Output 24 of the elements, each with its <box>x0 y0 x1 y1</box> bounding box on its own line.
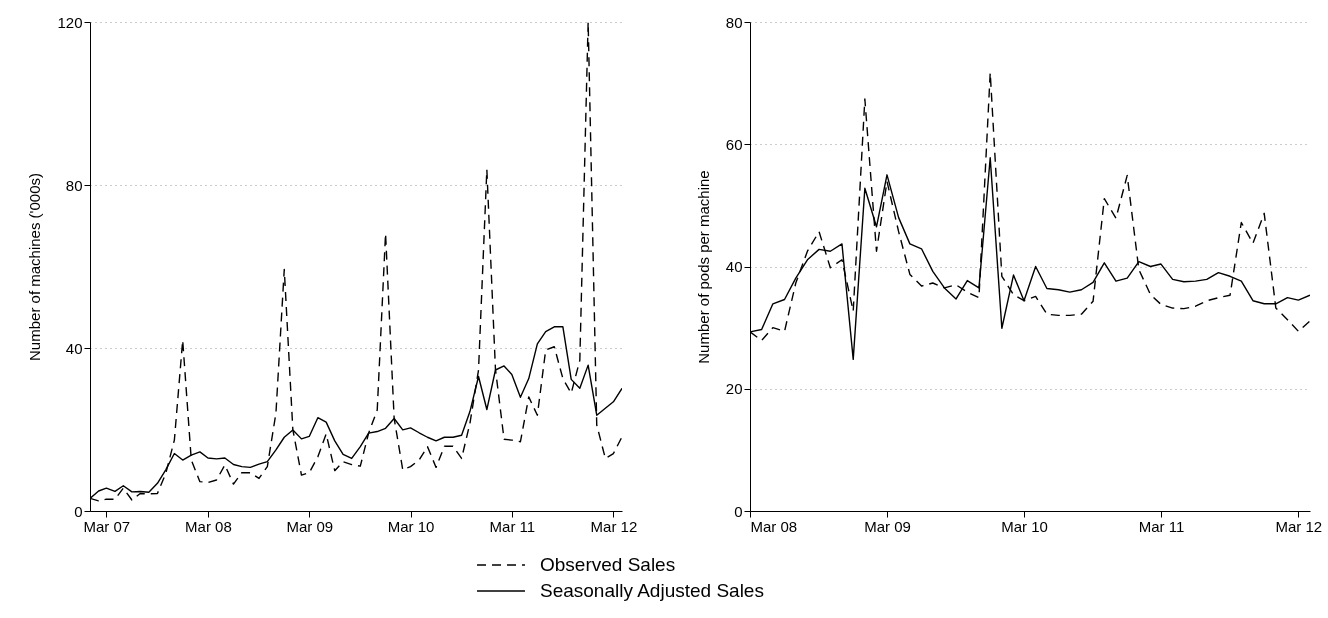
x-tick-label: Mar 10 <box>387 517 435 535</box>
y-tick-label: 40 <box>65 339 83 357</box>
x-tick-label: Mar 09 <box>864 517 911 535</box>
y-tick-label: 0 <box>734 502 743 520</box>
y-tick-label: 20 <box>725 380 743 398</box>
x-tick-label: Mar 09 <box>286 517 334 535</box>
y-tick-label: 80 <box>725 13 743 31</box>
x-tick-label: Mar 12 <box>1275 517 1323 535</box>
y-tick-label: 40 <box>725 258 743 275</box>
x-tick-label: Mar 08 <box>750 517 798 535</box>
legend-label: Seasonally Adjusted Sales <box>540 580 764 601</box>
y-tick-label: 60 <box>725 135 743 153</box>
y-axis-title: Number of pods per machine <box>694 170 712 364</box>
x-tick-label: Mar 08 <box>185 517 232 535</box>
x-tick-label: Mar 11 <box>489 517 536 535</box>
y-tick-label: 0 <box>74 502 83 520</box>
y-tick-label: 80 <box>65 176 83 194</box>
x-tick-label: Mar 12 <box>590 517 638 535</box>
x-tick-label: Mar 07 <box>83 517 131 535</box>
y-tick-label: 120 <box>57 13 83 31</box>
x-tick-label: Mar 11 <box>1138 517 1185 535</box>
x-tick-label: Mar 10 <box>1001 517 1048 535</box>
y-axis-title: Number of machines ('000s) <box>26 173 44 361</box>
legend-label: Observed Sales <box>540 554 676 575</box>
